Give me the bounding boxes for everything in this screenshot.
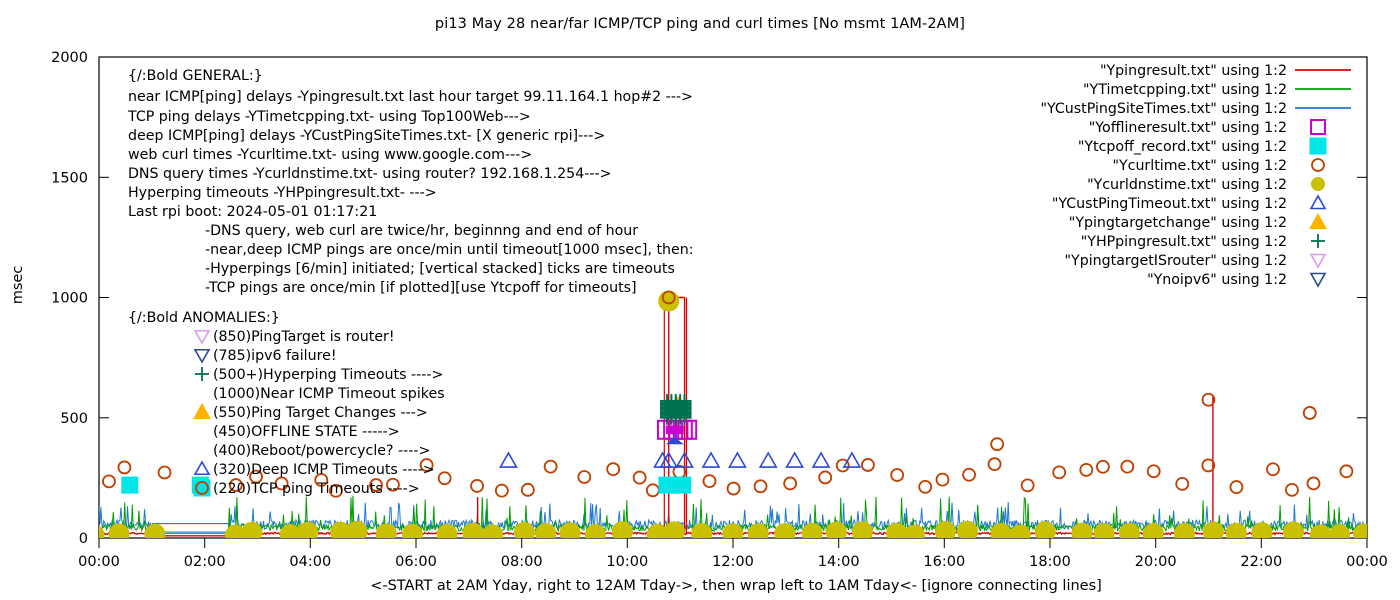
x-tick-8: 16:00 [923,554,965,570]
legend-label-3: "Yofflineresult.txt" using 1:2 [1089,120,1287,136]
anomaly-text-5: (450)OFFLINE STATE -----> [213,424,400,440]
general-line-4: DNS query times -Ycurldnstime.txt- using… [128,166,611,182]
anomaly-text-6: (400)Reboot/powercycle? ----> [213,443,430,459]
x-tick-11: 22:00 [1240,554,1282,570]
general-indent-3: -TCP pings are once/min [if plotted][use… [205,280,637,296]
anomaly-text-2: (500+)Hyperping Timeouts ----> [213,367,443,383]
y-tick-0: 0 [79,531,88,547]
plot-data [99,290,1367,538]
annotation-general: {/:Bold GENERAL:} near ICMP[ping] delays… [127,68,694,296]
general-line-2: deep ICMP[ping] delays -YCustPingSiteTim… [128,128,605,144]
x-tick-3: 06:00 [395,554,437,570]
point-group [99,290,1367,538]
legend-label-0: "Ypingresult.txt" using 1:2 [1100,63,1287,79]
x-tick-7: 14:00 [818,554,860,570]
x-axis-ticks [98,538,1368,548]
x-axis-label: <-START at 2AM Yday, right to 12AM Tday-… [370,578,1102,594]
anomaly-symbols [193,329,211,497]
anomaly-text-4: (550)Ping Target Changes ---> [213,405,428,421]
general-heading: {/:Bold GENERAL:} [128,68,263,84]
anomaly-text-3: (1000)Near ICMP Timeout spikes [213,386,445,402]
general-line-6: Last rpi boot: 2024-05-01 01:17:21 [128,204,377,220]
anomalies-heading: {/:Bold ANOMALIES:} [128,310,280,326]
y-tick-500: 500 [60,411,88,427]
anomaly-text-8: (220)TCP ping Timeouts ----> [213,481,420,497]
legend-label-2: "YCustPingSiteTimes.txt" using 1:2 [1040,101,1287,117]
anomaly-text-7: (320)Deep ICMP Timeouts ----> [213,462,435,478]
x-tick-1: 02:00 [184,554,226,570]
legend-keys [1295,69,1351,288]
general-indent-0: -DNS query, web curl are twice/hr, begin… [205,223,638,239]
chart-title: pi13 May 28 near/far ICMP/TCP ping and c… [434,16,966,32]
general-indent-2: -Hyperpings [6/min] initiated; [vertical… [205,261,675,277]
chart-legend: "Ypingresult.txt" using 1:2 "YTimetcppin… [1040,63,1351,288]
x-tick-10: 20:00 [1135,554,1177,570]
anomaly-text-0: (850)PingTarget is router! [213,329,395,345]
legend-label-9: "YHPpingresult.txt" using 1:2 [1081,234,1287,250]
x-tick-6: 12:00 [712,554,754,570]
general-line-5: Hyperping timeouts -YHPpingresult.txt- -… [128,185,437,201]
legend-label-10: "YpingtargetISrouter" using 1:2 [1065,253,1287,269]
x-tick-12: 00:00 [1346,554,1388,570]
annotation-anomalies: {/:Bold ANOMALIES:} (850)PingTarget is r… [128,310,445,497]
anomaly-text-1: (785)ipv6 failure! [213,348,337,364]
y-tick-1000: 1000 [51,291,88,307]
general-line-3: web curl times -Ycurltime.txt- using www… [128,147,532,163]
legend-label-1: "YTimetcpping.txt" using 1:2 [1083,82,1287,98]
x-tick-4: 08:00 [501,554,543,570]
y-tick-2000: 2000 [51,50,88,66]
legend-label-8: "Ypingtargetchange" using 1:2 [1069,215,1287,231]
x-tick-2: 04:00 [289,554,331,570]
general-line-0: near ICMP[ping] delays -Ypingresult.txt … [128,89,693,105]
x-tick-0: 00:00 [78,554,120,570]
general-indent-1: -near,deep ICMP pings are once/min until… [205,242,694,258]
x-tick-9: 18:00 [1029,554,1071,570]
legend-label-6: "Ycurldnstime.txt" using 1:2 [1087,177,1287,193]
legend-label-4: "Ytcpoff_record.txt" using 1:2 [1078,139,1287,155]
legend-label-11: "Ynoipv6" using 1:2 [1147,272,1287,288]
general-line-1: TCP ping delays -YTimetcpping.txt- using… [127,109,531,125]
y-axis-label: msec [10,266,26,305]
legend-label-5: "Ycurltime.txt" using 1:2 [1112,158,1287,174]
x-tick-5: 10:00 [606,554,648,570]
legend-label-7: "YCustPingTimeout.txt" using 1:2 [1052,196,1287,212]
y-tick-1500: 1500 [51,170,88,186]
